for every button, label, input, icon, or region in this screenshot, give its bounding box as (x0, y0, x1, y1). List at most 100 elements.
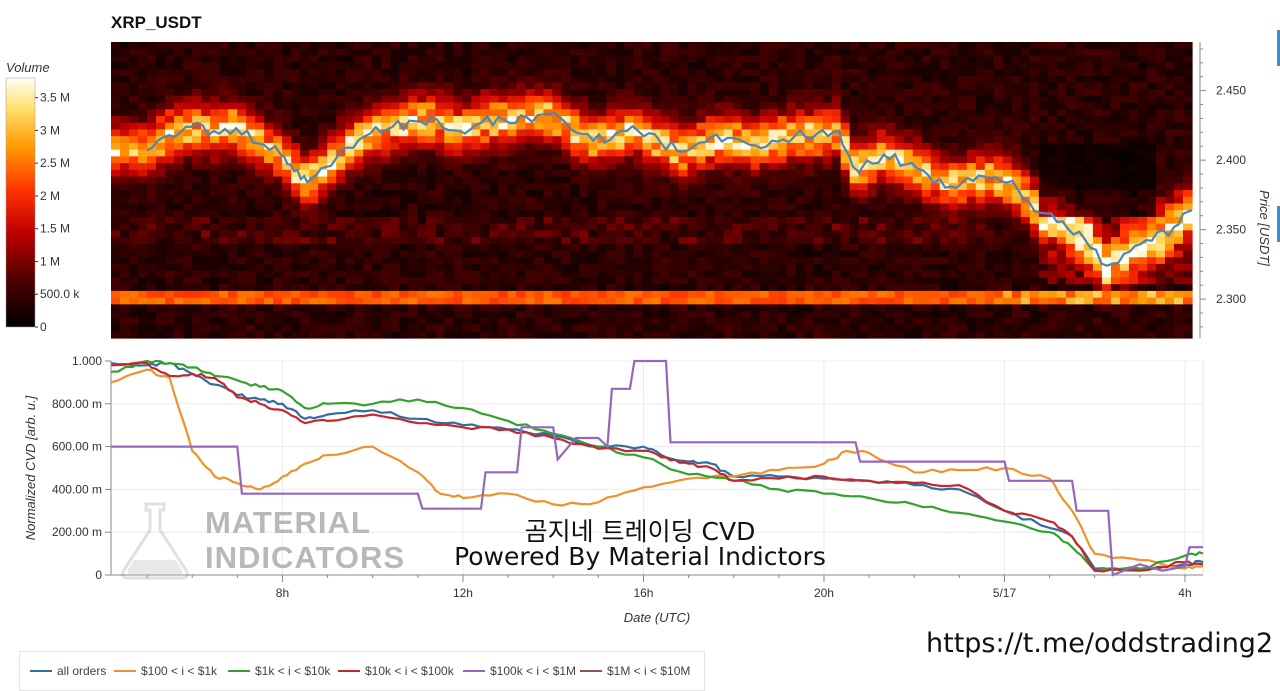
heatmap-cell (975, 149, 986, 157)
heatmap-cell (507, 62, 517, 70)
heatmap-cell (471, 169, 481, 178)
heatmap-cell (390, 243, 400, 252)
heatmap-cell (498, 183, 508, 191)
heatmap-cell (201, 48, 211, 57)
heatmap-cell (300, 183, 310, 191)
heatmap-cell (417, 68, 427, 77)
heatmap-cell (912, 183, 923, 191)
heatmap-cell (714, 277, 725, 285)
heatmap-cell (615, 216, 626, 225)
heatmap-cell (966, 48, 977, 57)
heatmap-cell (588, 257, 599, 265)
heatmap-cell (390, 149, 400, 157)
heatmap-cell (957, 156, 968, 164)
heatmap-cell (849, 89, 860, 97)
heatmap-cell (984, 331, 995, 339)
heatmap-cell (858, 250, 869, 258)
heatmap-cell (930, 116, 941, 124)
heatmap-cell (111, 250, 121, 258)
heatmap-cell (723, 95, 734, 104)
heatmap-cell (354, 149, 364, 157)
heatmap-cell (120, 304, 130, 312)
heatmap-cell (642, 42, 653, 50)
heatmap-cell (660, 89, 671, 97)
heatmap-cell (1047, 176, 1058, 184)
heatmap-cell (498, 284, 508, 292)
heatmap-cell (930, 277, 941, 285)
heatmap-cell (939, 257, 950, 265)
heatmap-cell (732, 109, 743, 117)
heatmap-cell (615, 129, 626, 137)
heatmap-cell (867, 277, 878, 285)
heatmap-cell (507, 237, 517, 245)
heatmap-cell (174, 304, 184, 312)
heatmap-cell (660, 250, 671, 258)
heatmap-cell (705, 142, 716, 151)
heatmap-cell (1020, 264, 1031, 272)
heatmap-cell (723, 324, 734, 332)
heatmap-cell (966, 129, 977, 137)
heatmap-cell (264, 237, 274, 245)
heatmap-cell (264, 290, 274, 299)
heatmap-cell (957, 210, 968, 218)
heatmap-cell (300, 264, 310, 272)
heatmap-cell (1020, 230, 1031, 238)
heatmap-cell (741, 250, 752, 258)
heatmap-cell (282, 223, 292, 231)
heatmap-cell (228, 270, 238, 279)
heatmap-cell (579, 290, 590, 299)
heatmap-cell (714, 163, 725, 171)
heatmap-cell (651, 75, 662, 83)
heatmap-cell (183, 48, 193, 57)
heatmap-cell (372, 176, 382, 184)
heatmap-cell (1128, 136, 1139, 144)
heatmap-cell (768, 257, 779, 265)
heatmap-cell (687, 304, 698, 312)
heatmap-cell (1011, 216, 1022, 225)
heatmap-cell (183, 169, 193, 178)
heatmap-cell (498, 210, 508, 218)
heatmap-cell (1002, 55, 1013, 63)
heatmap-cell (561, 95, 572, 104)
heatmap-cell (417, 89, 427, 97)
heatmap-cell (1029, 264, 1040, 272)
heatmap-cell (795, 62, 806, 70)
heatmap-cell (993, 203, 1004, 211)
heatmap-cell (498, 237, 508, 245)
heatmap-cell (633, 216, 644, 225)
heatmap-cell (1110, 196, 1121, 205)
heatmap-cell (813, 163, 824, 171)
heatmap-cell (462, 95, 472, 104)
heatmap-cell (1119, 82, 1130, 90)
heatmap-cell (219, 42, 229, 50)
heatmap-cell (759, 122, 770, 131)
heatmap-cell (327, 311, 337, 319)
heatmap-cell (246, 42, 256, 50)
heatmap-cell (273, 48, 283, 57)
heatmap-cell (1119, 257, 1130, 265)
heatmap-cell (1011, 264, 1022, 272)
heatmap-cell (408, 89, 418, 97)
heatmap-cell (363, 324, 373, 332)
heatmap-cell (147, 284, 157, 292)
heatmap-cell (930, 216, 941, 225)
heatmap-cell (1029, 102, 1040, 110)
heatmap-cell (759, 75, 770, 83)
heatmap-cell (444, 48, 454, 57)
heatmap-cell (588, 317, 599, 326)
heatmap-cell (336, 102, 346, 110)
heatmap-cell (165, 331, 175, 339)
heatmap-cell (615, 290, 626, 299)
heatmap-cell (858, 68, 869, 77)
heatmap-cell (138, 42, 148, 50)
heatmap-cell (246, 317, 256, 326)
heatmap-cell (1020, 237, 1031, 245)
heatmap-cell (588, 270, 599, 279)
heatmap-cell (129, 311, 139, 319)
heatmap-cell (876, 324, 887, 332)
heatmap-cell (192, 290, 202, 299)
heatmap-cell (570, 270, 581, 279)
heatmap-cell (120, 277, 130, 285)
heatmap-cell (831, 183, 842, 191)
heatmap-cell (210, 324, 220, 332)
